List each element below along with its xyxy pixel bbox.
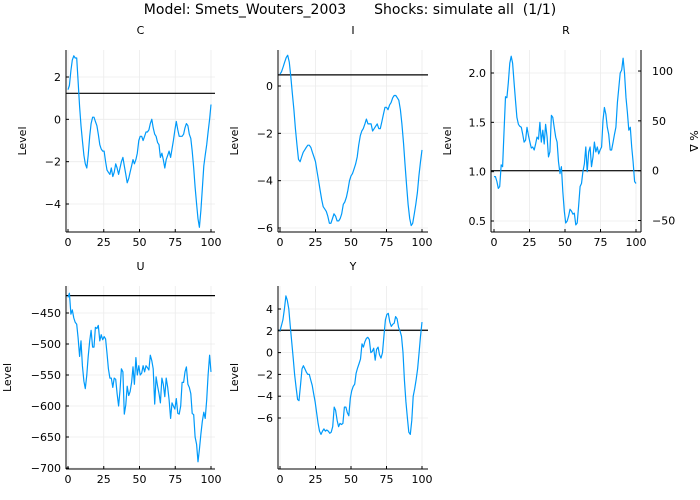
x-tick-label: 25: [97, 236, 111, 249]
figure-title: Model: Smets_Wouters_2003 Shocks: simulat…: [0, 0, 700, 22]
y-tick-label: 1.0: [469, 166, 487, 179]
x-tick-label: 50: [133, 236, 147, 249]
right-y-tick-label: 50: [652, 115, 666, 128]
subplot-title: I: [351, 24, 354, 37]
y-tick-label: −4: [257, 175, 273, 188]
y-tick-label: 0: [266, 347, 273, 360]
y-tick-label: −650: [31, 431, 61, 444]
x-tick-label: 75: [380, 236, 394, 249]
y-tick-label: −450: [31, 307, 61, 320]
x-tick-label: 100: [412, 473, 433, 486]
y-axis-title: Level: [228, 363, 241, 392]
series-line: [279, 295, 423, 435]
x-tick-label: 50: [558, 236, 572, 249]
y-tick-label: −550: [31, 369, 61, 382]
x-tick-label: 25: [97, 473, 111, 486]
shocks-label: Shocks: simulate all (1/1): [374, 2, 557, 18]
y-tick-label: 2: [54, 71, 61, 84]
y-tick-label: −6: [257, 412, 273, 425]
subplot-title: Y: [349, 260, 357, 273]
x-tick-label: 100: [626, 236, 647, 249]
series-line: [279, 54, 423, 227]
x-tick-label: 75: [594, 236, 608, 249]
right-y-axis-title: % Δ: [687, 130, 700, 152]
subplot-title: U: [136, 260, 144, 273]
gridlines: [278, 50, 428, 232]
x-tick-label: 0: [65, 236, 72, 249]
x-tick-label: 50: [133, 473, 147, 486]
subplot-title: R: [562, 24, 570, 37]
y-tick-label: −4: [45, 198, 61, 211]
y-tick-label: 0.5: [469, 215, 487, 228]
x-tick-label: 0: [277, 236, 284, 249]
x-tick-label: 75: [380, 473, 394, 486]
x-tick-label: 0: [65, 473, 72, 486]
x-tick-label: 0: [491, 236, 498, 249]
y-axis-title: Level: [441, 126, 454, 155]
model-label: Model: Smets_Wouters_2003: [143, 2, 347, 18]
y-tick-label: 0: [54, 113, 61, 126]
y-tick-label: 2: [266, 325, 273, 338]
subplot-c: C 0 25 50 75 100 −4 −2 0 2 Level: [16, 24, 222, 249]
x-tick-label: 25: [523, 236, 537, 249]
x-tick-label: 50: [344, 473, 358, 486]
x-tick-label: 100: [412, 236, 433, 249]
y-tick-label: −4: [257, 390, 273, 403]
y-tick-label: 0: [266, 80, 273, 93]
x-tick-label: 75: [168, 236, 182, 249]
subplot-y: Y 0 25 50 75 100 −6 −4 −2 0 2 4 Level: [228, 260, 433, 486]
y-tick-label: 1.5: [469, 116, 487, 129]
subplot-r: R 0 25 50 75 100 0.5 1.0 1.5 2.0 Level −50 0 50 100 % Δ: [441, 24, 700, 249]
y-tick-label: −2: [257, 368, 273, 381]
x-tick-label: 100: [201, 236, 222, 249]
y-tick-label: −500: [31, 338, 61, 351]
x-tick-label: 75: [168, 473, 182, 486]
x-tick-label: 0: [277, 473, 284, 486]
y-tick-label: −2: [45, 156, 61, 169]
y-axis-title: Level: [228, 126, 241, 155]
gridlines: [278, 286, 428, 469]
y-tick-label: −2: [257, 127, 273, 140]
series-line: [67, 55, 212, 228]
x-tick-label: 50: [344, 236, 358, 249]
y-tick-label: −600: [31, 400, 61, 413]
right-y-tick-label: −50: [652, 215, 675, 228]
y-tick-label: 2.0: [469, 67, 487, 80]
y-tick-label: 4: [266, 303, 273, 316]
x-tick-label: 25: [309, 473, 323, 486]
gridlines: [66, 286, 215, 469]
subplot-title: C: [137, 24, 145, 37]
subplot-i: I 0 25 50 75 100 −6 −4 −2 0 Level: [228, 24, 433, 249]
series-line: [494, 55, 637, 226]
x-tick-label: 100: [201, 473, 222, 486]
y-tick-label: −700: [31, 462, 61, 475]
y-axis-title: Level: [16, 126, 29, 155]
y-tick-label: −6: [257, 222, 273, 235]
right-y-tick-label: 0: [652, 165, 659, 178]
series-line: [67, 292, 212, 463]
subplot-u: U 0 25 50 75 100 −700 −650 −600 −550 −500 −450 Level: [1, 260, 222, 486]
gridlines: [66, 50, 215, 232]
x-tick-label: 25: [309, 236, 323, 249]
right-y-tick-label: 100: [652, 65, 673, 78]
y-axis-title: Level: [1, 363, 14, 392]
